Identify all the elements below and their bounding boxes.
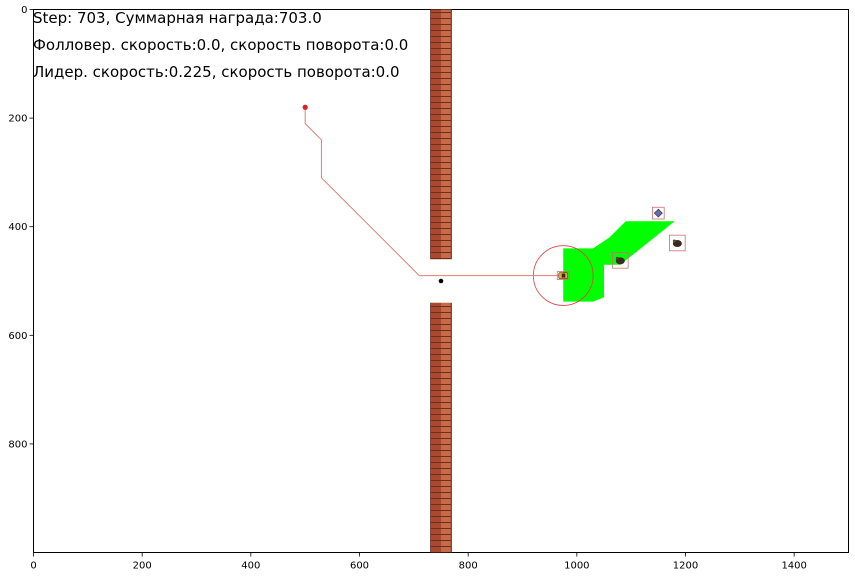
- lower-brick-wall: [430, 302, 452, 553]
- x-tick-label: 600: [350, 561, 369, 572]
- world-layer: [302, 9, 686, 553]
- obstacle-cube: [652, 206, 665, 220]
- gate-target-point: [438, 278, 444, 284]
- y-tick-label: 0: [21, 5, 27, 16]
- y-tick-label: 200: [8, 114, 27, 125]
- x-tick-label: 1400: [781, 561, 806, 572]
- leader-bounding-box: [556, 271, 570, 280]
- obstacle-hedgehog-1: [612, 252, 629, 269]
- route-start-point: [302, 104, 308, 110]
- axis-ticks: 0 200 400 600 800 1000 1200 1400 0 200 400 600 800: [8, 5, 806, 572]
- leader-car: [556, 271, 570, 280]
- leader-speed-text: Лидер. скорость:0.225, скорость поворота…: [33, 63, 400, 81]
- obstacle-hedgehog-1-head: [615, 256, 619, 260]
- x-tick-label: 200: [133, 561, 152, 572]
- x-tick-label: 0: [30, 561, 36, 572]
- step-reward-text: Step: 703, Суммарная награда:703.0: [33, 9, 322, 27]
- follower-speed-text: Фолловер. скорость:0.0, скорость поворот…: [33, 36, 408, 54]
- x-tick-label: 1200: [673, 561, 698, 572]
- leader-route-line: [304, 107, 564, 277]
- obstacle-cube-icon: [653, 208, 663, 218]
- y-tick-label: 800: [8, 439, 27, 450]
- obstacle-hedgehog-2-head: [672, 239, 676, 243]
- upper-brick-wall: [430, 9, 452, 260]
- obstacle-hedgehog-2-box: [669, 234, 686, 252]
- x-tick-label: 800: [459, 561, 478, 572]
- y-tick-label: 600: [8, 331, 27, 342]
- obstacle-hedgehog-1-box: [612, 252, 629, 269]
- y-tick-label: 400: [8, 222, 27, 233]
- x-tick-label: 400: [241, 561, 260, 572]
- leader-car-window: [561, 273, 566, 278]
- x-tick-label: 1000: [564, 561, 589, 572]
- obstacle-hedgehog-2: [669, 234, 686, 252]
- obstacle-cube-box: [652, 206, 665, 220]
